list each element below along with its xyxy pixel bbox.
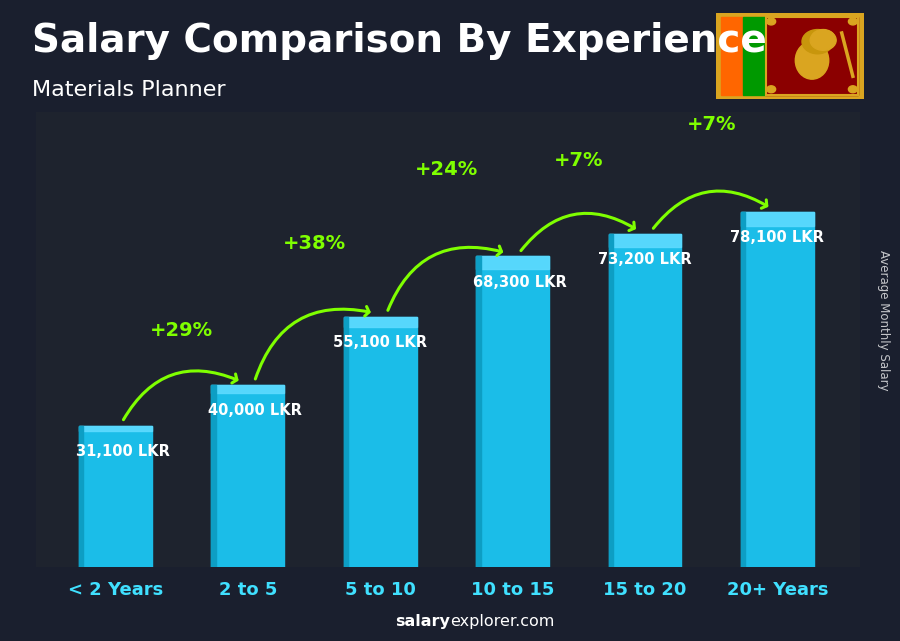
Text: salary: salary (395, 615, 450, 629)
Text: +29%: +29% (150, 320, 213, 340)
Circle shape (849, 86, 858, 93)
Bar (743, 17, 766, 95)
Bar (212, 385, 284, 392)
Circle shape (810, 30, 836, 50)
Bar (344, 317, 348, 567)
Text: 55,100 LKR: 55,100 LKR (333, 335, 428, 350)
Bar (212, 385, 216, 567)
Text: +38%: +38% (283, 234, 346, 253)
Bar (212, 385, 284, 567)
Text: +24%: +24% (415, 160, 478, 179)
Bar (766, 17, 859, 95)
Text: 78,100 LKR: 78,100 LKR (731, 230, 824, 245)
Bar (476, 256, 549, 567)
Text: 40,000 LKR: 40,000 LKR (208, 403, 302, 419)
Bar (344, 317, 417, 326)
Text: +7%: +7% (554, 151, 604, 171)
Text: Average Monthly Salary: Average Monthly Salary (878, 250, 890, 391)
Bar (766, 17, 859, 95)
Bar (741, 212, 814, 226)
Bar (79, 426, 84, 567)
Bar (476, 256, 481, 567)
Text: 31,100 LKR: 31,100 LKR (76, 444, 169, 459)
Ellipse shape (796, 42, 829, 79)
Bar (608, 234, 681, 247)
Circle shape (767, 86, 776, 93)
Text: explorer.com: explorer.com (450, 615, 554, 629)
Text: Salary Comparison By Experience: Salary Comparison By Experience (32, 22, 766, 60)
Circle shape (802, 29, 833, 54)
Bar (608, 234, 681, 567)
Bar (79, 426, 152, 567)
Circle shape (767, 18, 776, 25)
Circle shape (811, 29, 835, 48)
Text: +7%: +7% (687, 115, 736, 135)
Bar (741, 212, 745, 567)
Circle shape (849, 18, 858, 25)
Text: Materials Planner: Materials Planner (32, 80, 225, 100)
Bar (608, 234, 613, 567)
Bar (476, 256, 549, 269)
Bar (721, 17, 743, 95)
Text: 73,200 LKR: 73,200 LKR (598, 253, 692, 267)
Bar (79, 426, 152, 431)
Bar (741, 212, 814, 567)
Text: 68,300 LKR: 68,300 LKR (472, 274, 567, 290)
Bar (344, 317, 417, 567)
